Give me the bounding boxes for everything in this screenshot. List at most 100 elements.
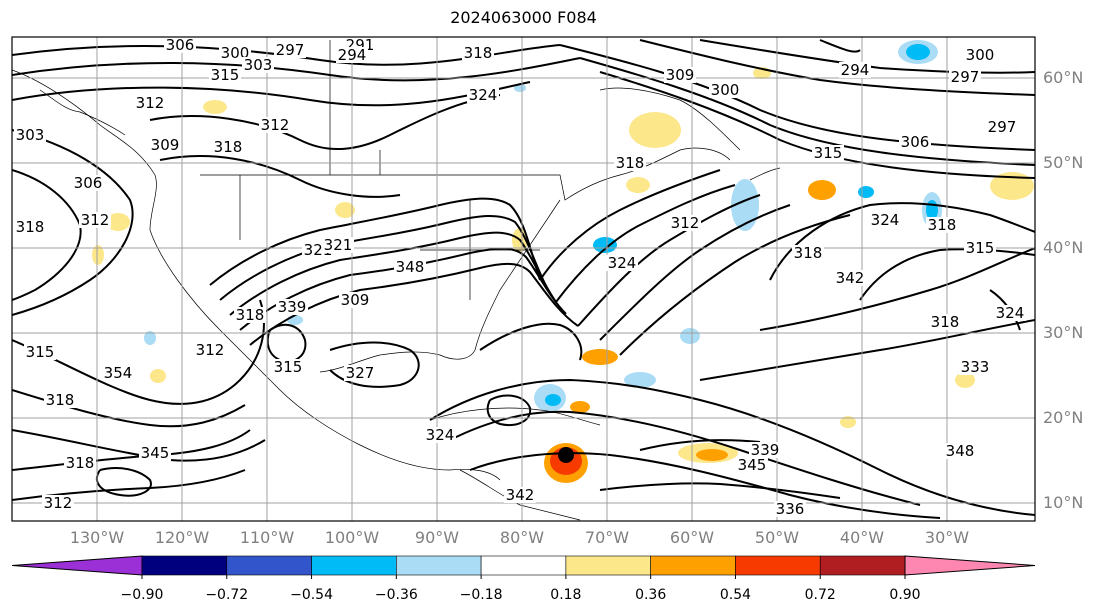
contour-label-bg xyxy=(944,443,976,459)
contour-label-bg xyxy=(79,212,111,228)
contour-label: 306 xyxy=(166,36,195,54)
colorbar-extend-high xyxy=(904,555,1036,576)
contour-label-bg xyxy=(194,342,226,358)
contour-label: 312 xyxy=(44,494,73,512)
contour-label-bg xyxy=(664,67,696,83)
contour-label-bg xyxy=(134,95,166,111)
contour-label: 297 xyxy=(951,68,980,86)
contour-label-bg xyxy=(834,270,866,286)
contour-label: 315 xyxy=(26,343,55,361)
contour-label: 318 xyxy=(236,306,265,324)
contour-label: 318 xyxy=(616,154,645,172)
contour-label-bg xyxy=(736,457,768,473)
longitude-label: 90°W xyxy=(414,528,460,547)
contour-label: 315 xyxy=(211,66,240,84)
colorbar-tick-label: −0.18 xyxy=(459,587,503,603)
latitude-label: 50°N xyxy=(1043,153,1084,172)
contour-label-bg xyxy=(102,365,134,381)
contour-label-bg xyxy=(869,212,901,228)
contour-label-bg xyxy=(164,37,196,53)
contour-label-bg xyxy=(606,255,638,271)
colorbar-tick-label: 0.54 xyxy=(719,587,752,603)
contour-label-bg xyxy=(839,62,871,78)
contour-label: 333 xyxy=(961,358,990,376)
contour-label-bg xyxy=(149,137,181,153)
contour-label-bg xyxy=(749,442,781,458)
contour-label: 312 xyxy=(671,214,700,232)
contour-label: 318 xyxy=(928,216,957,234)
colorbar-tick-label: −0.90 xyxy=(120,587,164,603)
contour-label-bg xyxy=(467,87,499,103)
contour-label: 309 xyxy=(341,291,370,309)
latitude-label: 40°N xyxy=(1043,238,1084,257)
longitude-label: 30°W xyxy=(924,528,970,547)
contour-label-bg xyxy=(812,145,844,161)
contour-label-bg xyxy=(462,45,494,61)
contour-label: 297 xyxy=(988,118,1017,136)
longitude-label: 130°W xyxy=(69,528,125,547)
map-frame xyxy=(11,36,1036,522)
contour-label-bg xyxy=(24,344,56,360)
longitude-label: 60°W xyxy=(669,528,715,547)
contour-label-bg xyxy=(44,392,76,408)
colorbar-tick-label: −0.72 xyxy=(205,587,249,603)
contour-label: 315 xyxy=(966,239,995,257)
colorbar-bin xyxy=(226,555,312,576)
contour-label-bg xyxy=(394,259,426,275)
contour-label: 309 xyxy=(151,136,180,154)
contour-label-bg xyxy=(614,155,646,171)
contour-label-bg xyxy=(336,47,368,63)
contour-label: 339 xyxy=(751,441,780,459)
contour-label-bg xyxy=(994,305,1026,321)
contour-label-bg xyxy=(42,495,74,511)
contour-label: 303 xyxy=(244,56,273,74)
contour-label: 327 xyxy=(346,364,375,382)
contour-label: 309 xyxy=(666,66,695,84)
contour-label: 324 xyxy=(871,211,900,229)
contour-label: 324 xyxy=(996,304,1025,322)
contour-label: 345 xyxy=(738,456,767,474)
contour-label: 306 xyxy=(74,174,103,192)
contour-label-bg xyxy=(959,359,991,375)
contour-label-bg xyxy=(964,47,996,63)
contour-label: 318 xyxy=(46,391,75,409)
contour-label-bg xyxy=(212,139,244,155)
latitude-label: 10°N xyxy=(1043,493,1084,512)
contour-label-bg xyxy=(259,117,291,133)
latitude-label: 60°N xyxy=(1043,68,1084,87)
contour-label-bg xyxy=(929,314,961,330)
contour-label-bg xyxy=(424,427,456,443)
contour-label: 315 xyxy=(274,358,303,376)
contour-label: 321 xyxy=(324,236,353,254)
colorbar-tick-label: 0.72 xyxy=(804,587,836,603)
contour-label-bg xyxy=(64,455,96,471)
colorbar-bin xyxy=(396,555,482,576)
contour-label-bg xyxy=(14,219,46,235)
contour-label-bg xyxy=(272,359,304,375)
colorbar-tick-label: 0.36 xyxy=(635,587,667,603)
contour-label-bg xyxy=(242,57,274,73)
contour-label: 324 xyxy=(426,426,455,444)
longitude-label: 70°W xyxy=(584,528,630,547)
contour-label: 348 xyxy=(946,442,975,460)
colorbar-bin xyxy=(565,555,651,576)
colorbar xyxy=(11,555,1036,579)
colorbar-bin xyxy=(141,555,228,576)
longitude-label: 40°W xyxy=(839,528,885,547)
contour-label: 318 xyxy=(16,218,45,236)
contour-label: 324 xyxy=(469,86,498,104)
contour-label: 303 xyxy=(16,126,45,144)
contour-label: 342 xyxy=(506,486,535,504)
contour-label-bg xyxy=(926,217,958,233)
contour-label-bg xyxy=(72,175,104,191)
latitude-label: 30°N xyxy=(1043,323,1084,342)
contour-label-bg xyxy=(504,487,536,503)
longitude-label: 100°W xyxy=(324,528,380,547)
contour-label-bg xyxy=(709,82,741,98)
colorbar-bin xyxy=(311,555,397,576)
contour-label: 318 xyxy=(66,454,95,472)
colorbar-tick-label: 0.90 xyxy=(889,587,921,603)
map-title: 2024063000 F084 xyxy=(450,8,597,27)
contour-label: 294 xyxy=(338,46,367,64)
